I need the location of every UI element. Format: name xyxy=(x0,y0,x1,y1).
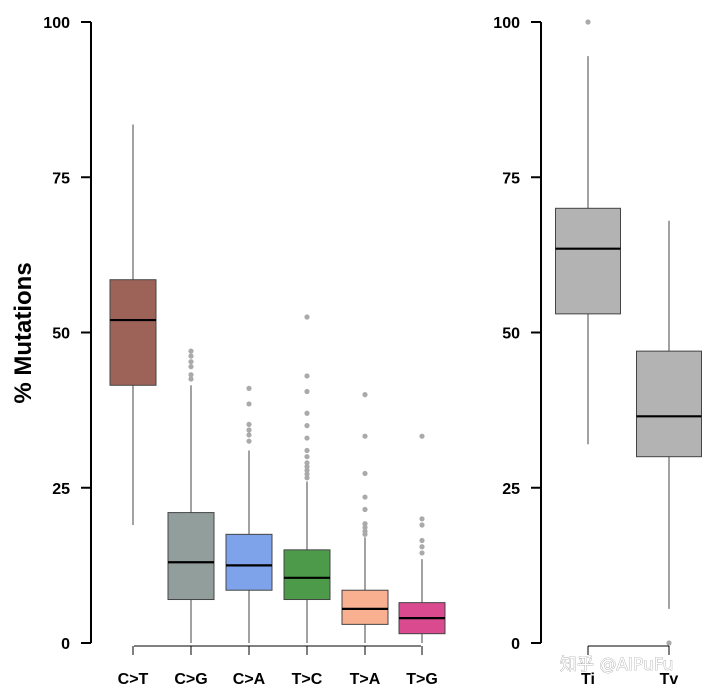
y-axis-title: % Mutations xyxy=(10,262,37,403)
x-tick-label: C>A xyxy=(233,671,266,688)
outlier-point xyxy=(304,373,310,379)
outlier-point xyxy=(362,524,368,531)
box-c-to-t xyxy=(109,279,157,386)
x-tick-label: T>G xyxy=(406,671,438,688)
box-t-to-c xyxy=(283,549,331,601)
outlier-point xyxy=(419,537,425,544)
y-tick-label: 100 xyxy=(43,15,70,32)
x-tick-label: T>C xyxy=(292,671,323,688)
x-tick-label: C>T xyxy=(118,671,149,688)
outlier-point xyxy=(304,464,310,470)
outlier-point xyxy=(188,372,194,378)
y-tick-label: 50 xyxy=(52,326,70,343)
outlier-point xyxy=(362,470,368,477)
box-c-to-a xyxy=(225,533,273,591)
outlier-point xyxy=(585,19,591,25)
outlier-point xyxy=(188,376,194,382)
outlier-point xyxy=(246,438,252,444)
outlier-point xyxy=(246,432,252,438)
outlier-point xyxy=(246,385,252,391)
outlier-point xyxy=(362,494,368,500)
y-tick-label: 50 xyxy=(502,326,520,343)
outlier-point xyxy=(188,353,194,359)
y-tick-label: 25 xyxy=(52,481,70,498)
outlier-point xyxy=(419,522,425,528)
outlier-point xyxy=(304,454,310,460)
box-ti xyxy=(555,207,621,315)
outlier-point xyxy=(304,475,310,481)
outlier-point xyxy=(304,447,310,454)
outlier-point xyxy=(419,550,425,556)
outlier-point xyxy=(304,460,310,466)
y-tick-label: 0 xyxy=(511,636,520,653)
x-tick-label: Ti xyxy=(581,671,595,688)
y-tick-label: 25 xyxy=(502,481,520,498)
outlier-point xyxy=(304,314,310,320)
outlier-point xyxy=(188,364,194,370)
x-tick-label: T>A xyxy=(350,671,381,688)
outlier-point xyxy=(304,388,310,395)
watermark-text: 知乎 @AIPuFu xyxy=(560,655,673,675)
outlier-point xyxy=(419,433,425,439)
outlier-point xyxy=(362,521,368,527)
box-t-to-a xyxy=(341,589,389,625)
y-tick-label: 75 xyxy=(52,170,70,187)
outlier-point xyxy=(304,410,310,416)
x-tick-label: C>G xyxy=(174,671,207,688)
outlier-point xyxy=(188,359,194,365)
box-c-to-g xyxy=(167,512,215,601)
y-tick-label: 0 xyxy=(61,636,70,653)
outlier-point xyxy=(362,506,368,513)
outlier-point xyxy=(362,392,368,398)
outlier-point xyxy=(304,435,310,441)
y-tick-label: 100 xyxy=(493,15,520,32)
outlier-point xyxy=(419,516,425,522)
outlier-point xyxy=(246,401,252,407)
outlier-point xyxy=(304,423,310,429)
outlier-point xyxy=(419,544,425,550)
outlier-point xyxy=(666,640,672,646)
outlier-point xyxy=(188,348,194,354)
outlier-point xyxy=(362,528,368,534)
outlier-point xyxy=(246,421,252,428)
outlier-point xyxy=(304,467,310,473)
outlier-point xyxy=(246,427,252,433)
box-tv xyxy=(636,350,702,458)
ti-tv-boxplot: 0 25 50 75 100 Ti Tv xyxy=(493,15,702,688)
mutation-type-boxplot: 0 25 50 75 100 C>T C>G C>A T>C T>A T>G xyxy=(43,15,446,688)
y-tick-label: 75 xyxy=(502,170,520,187)
outlier-point xyxy=(304,471,310,477)
x-tick-label: Tv xyxy=(660,671,679,688)
outlier-point xyxy=(362,433,368,439)
